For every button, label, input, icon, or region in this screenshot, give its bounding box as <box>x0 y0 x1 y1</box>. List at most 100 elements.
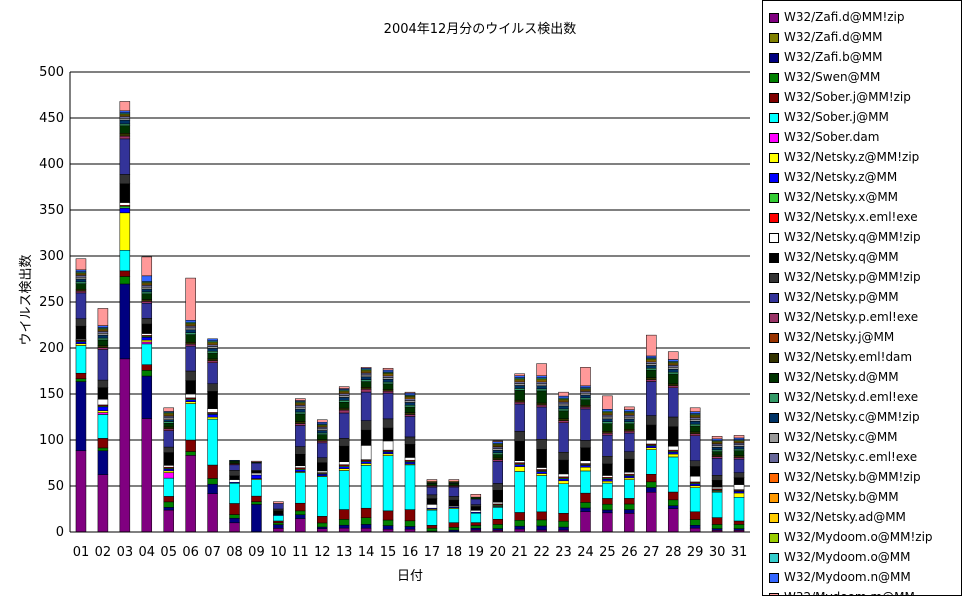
bar-segment <box>602 512 613 533</box>
legend-swatch <box>769 73 779 83</box>
bar-segment <box>646 355 657 359</box>
bar-segment <box>733 497 745 522</box>
y-tick-label: 350 <box>39 203 64 218</box>
bar-segment <box>558 526 569 531</box>
bar-segment <box>338 386 350 389</box>
bar-segment <box>360 463 372 466</box>
bar-segment <box>97 379 109 388</box>
bar-segment <box>185 393 196 399</box>
bar-segment <box>689 433 701 436</box>
bar-segment <box>295 411 306 415</box>
legend-item: W32/Netsky.p@MM!zip <box>769 268 959 288</box>
bar-segment <box>295 465 306 468</box>
bar-segment <box>711 436 723 440</box>
bar-segment <box>141 301 153 304</box>
legend-swatch <box>769 353 779 363</box>
bar-segment <box>733 520 745 525</box>
legend-swatch <box>769 233 779 243</box>
bar-segment <box>295 518 306 533</box>
x-tick-label: 05 <box>160 545 177 560</box>
bar-segment <box>448 486 460 497</box>
legend-item: W32/Netsky.x.eml!exe <box>769 208 959 228</box>
bar-segment <box>602 475 613 478</box>
bar-segment <box>97 325 109 328</box>
bar-segment <box>602 409 613 412</box>
bar-segment <box>492 524 503 529</box>
bar-segment <box>667 351 679 360</box>
bar-segment <box>207 483 218 494</box>
bar-segment <box>163 426 174 430</box>
bar-segment <box>602 423 613 432</box>
bar-segment <box>141 333 153 336</box>
bar-segment <box>273 501 284 504</box>
bar-segment <box>338 466 350 469</box>
legend-item: W32/Netsky.z@MM!zip <box>769 148 959 168</box>
bar-segment <box>426 479 438 482</box>
bar-segment <box>141 288 153 293</box>
bar-segment <box>360 379 372 382</box>
bar-segment <box>163 477 174 497</box>
chart-title: 2004年12月分のウイルス検出数 <box>384 22 577 37</box>
bar-segment <box>536 511 547 521</box>
bar-segment <box>75 318 87 327</box>
bar-segment <box>470 496 482 500</box>
bar-segment <box>624 418 635 423</box>
bar-segment <box>75 381 87 452</box>
bar-segment <box>251 479 262 497</box>
bar-segment <box>404 406 416 413</box>
bar-segment <box>119 270 131 277</box>
bar-segment <box>602 432 613 436</box>
legend-item: W32/Mydoom.o@MM <box>769 548 959 568</box>
bar-segment <box>295 514 306 519</box>
bar-segment <box>382 525 394 530</box>
bar-segment <box>602 480 613 484</box>
bar-segment <box>75 258 87 271</box>
bar-segment <box>558 520 569 528</box>
bar-segment <box>97 410 109 413</box>
bar-segment <box>273 524 284 529</box>
bar-segment <box>338 524 350 529</box>
bar-segment <box>75 276 87 280</box>
x-tick-label: 15 <box>380 545 397 560</box>
bar-segment <box>317 476 328 517</box>
bar-segment <box>163 407 174 412</box>
legend-item: W32/Mydoom.m@MM <box>769 588 959 595</box>
bar-segment <box>185 370 196 381</box>
bar-segment <box>536 525 547 531</box>
bar-segment <box>470 510 482 513</box>
bar-segment <box>338 395 350 398</box>
legend-swatch <box>769 473 779 483</box>
bar-segment <box>338 407 350 411</box>
bar-segment <box>580 440 591 449</box>
bar-segment <box>733 455 745 458</box>
bar-segment <box>733 444 745 447</box>
legend-label: W32/Netsky.b@MM!zip <box>784 470 921 484</box>
bar-segment <box>163 446 174 453</box>
bar-segment <box>448 499 460 507</box>
bar-segment <box>119 174 131 185</box>
bar-segment <box>667 505 679 509</box>
bar-segment <box>141 337 153 341</box>
bar-segment <box>514 383 525 386</box>
bar-segment <box>492 450 503 454</box>
bar-segment <box>382 369 394 373</box>
bar-segment <box>141 343 153 365</box>
bar-segment <box>602 509 613 514</box>
legend-swatch <box>769 413 779 423</box>
bar-segment <box>624 471 635 475</box>
bar-segment <box>492 440 503 443</box>
bar-segment <box>689 417 701 420</box>
bar-segment <box>382 379 394 383</box>
bar-segment <box>667 359 679 362</box>
bar-segment <box>229 460 240 464</box>
bar-segment <box>97 345 109 348</box>
bar-segment <box>185 319 196 323</box>
bar-segment <box>163 468 174 472</box>
bar-segment <box>689 475 701 483</box>
bar-segment <box>382 418 394 429</box>
bar-segment <box>492 501 503 505</box>
legend-label: W32/Netsky.p@MM <box>784 290 899 304</box>
bar-segment <box>251 460 262 463</box>
bar-segment <box>602 414 613 418</box>
